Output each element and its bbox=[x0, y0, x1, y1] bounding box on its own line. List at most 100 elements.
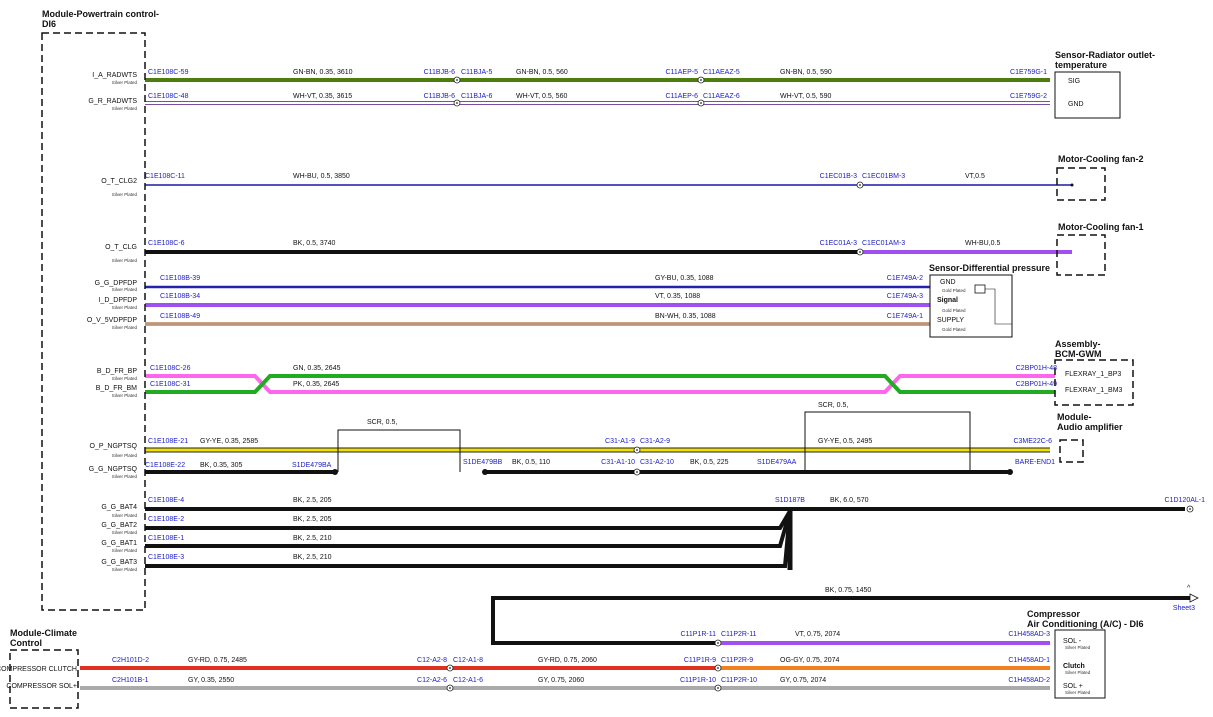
connector-label: C11BJB-6 bbox=[424, 93, 455, 100]
connector-label: C12-A2-6 bbox=[417, 677, 447, 684]
wire-label: BK, 6.0, 570 bbox=[830, 497, 869, 504]
wire bbox=[145, 509, 792, 530]
connector-label: S1D187B bbox=[775, 497, 805, 504]
connector-label: C2H101D-2 bbox=[112, 657, 149, 664]
connector-label: C11AEAZ-6 bbox=[703, 93, 740, 100]
module-pin: Gold Plated bbox=[942, 288, 966, 293]
wire bbox=[491, 596, 1190, 645]
connector-label: C1E108C-6 bbox=[148, 240, 185, 247]
connector-label: C1E749A-2 bbox=[887, 275, 923, 282]
connector-label: C1E749A-1 bbox=[887, 313, 923, 320]
pin-plating: Silver Plated bbox=[112, 548, 138, 553]
connector-label: C1E759G-2 bbox=[1010, 93, 1047, 100]
wire-label: VT, 0.75, 2074 bbox=[795, 631, 840, 638]
connector-pin bbox=[859, 184, 861, 186]
connector-label: C1E108C-31 bbox=[150, 381, 191, 388]
pin-plating: Silver Plated bbox=[112, 393, 138, 398]
connector-pin bbox=[717, 667, 719, 669]
connector-label: C2H101B-1 bbox=[112, 677, 149, 684]
wire-label: WH-VT, 0.35, 3615 bbox=[293, 93, 352, 100]
pin-plating: Silver Plated bbox=[112, 305, 138, 310]
wire-label: GY-RD, 0.75, 2485 bbox=[188, 657, 247, 664]
wire-label: GY-YE, 0.5, 2495 bbox=[818, 438, 872, 445]
connector-label: C1E108C-48 bbox=[148, 93, 189, 100]
connector-label: C1E108C-26 bbox=[150, 365, 191, 372]
module-box bbox=[1054, 359, 1134, 406]
sheet-mark: ^ bbox=[1187, 585, 1191, 592]
connector-label: C1E108E-3 bbox=[148, 554, 184, 561]
pin-label: O_V_5VDPFDP bbox=[87, 317, 138, 324]
connector-label: C31-A1-9 bbox=[605, 438, 635, 445]
splice bbox=[1070, 183, 1074, 187]
connector-label: C12-A2-8 bbox=[417, 657, 447, 664]
pin-label: G_G_BAT3 bbox=[101, 559, 137, 566]
pin-label: G_G_BAT4 bbox=[101, 504, 137, 511]
module-title: Module-Climate bbox=[10, 628, 77, 638]
wire-label: BN-WH, 0.35, 1088 bbox=[655, 313, 716, 320]
connector-label: C1E108C-11 bbox=[145, 173, 185, 180]
connector-label: C12-A1-8 bbox=[453, 657, 483, 664]
module-box bbox=[9, 649, 79, 709]
module-pin: FLEXRAY_1_BM3 bbox=[1065, 387, 1123, 394]
module-title: Sensor-Differential pressure bbox=[929, 263, 1050, 273]
wire-label: OG-GY, 0.75, 2074 bbox=[780, 657, 840, 664]
connector-label: S1DE479BB bbox=[463, 459, 503, 466]
connector-label: C1E749A-3 bbox=[887, 293, 923, 300]
connector-pin bbox=[456, 79, 458, 81]
connector-pin bbox=[717, 687, 719, 689]
module-pin: Signal bbox=[937, 297, 958, 304]
connector-label: S1DE479AA bbox=[757, 459, 797, 466]
connector-pin bbox=[859, 251, 861, 253]
connector-label: C11AEP-5 bbox=[665, 69, 698, 76]
pin-plating: Silver Plated bbox=[112, 453, 138, 458]
wire-label: SCR, 0.5, bbox=[367, 419, 397, 426]
connector-label: C1E759G-1 bbox=[1010, 69, 1047, 76]
module-title: Assembly- bbox=[1055, 339, 1101, 349]
connector-label: C11BJA-6 bbox=[461, 93, 492, 100]
connector-label: S1DE479BA bbox=[292, 462, 332, 469]
pin-label: G_R_RADWTS bbox=[88, 98, 137, 105]
pin-plating: Silver Plated bbox=[112, 106, 138, 111]
connector-label: C1E108E-2 bbox=[148, 516, 184, 523]
module-box bbox=[1056, 167, 1106, 201]
module-box bbox=[1059, 439, 1084, 463]
pin-label: B_D_FR_BM bbox=[96, 385, 137, 392]
wire-label: GN-BN, 0.5, 560 bbox=[516, 69, 568, 76]
pin-label: O_T_CLG bbox=[105, 244, 137, 251]
wire-label: WH-VT, 0.5, 560 bbox=[516, 93, 567, 100]
connector-label: C1E108E-1 bbox=[148, 535, 184, 542]
wire-label: GY-YE, 0.35, 2585 bbox=[200, 438, 258, 445]
connector-label: C1H458AD-3 bbox=[1008, 631, 1050, 638]
connector-pin bbox=[456, 102, 458, 104]
wire-label: WH-VT, 0.5, 590 bbox=[780, 93, 831, 100]
module-title: Sensor-Radiator outlet- bbox=[1055, 50, 1155, 60]
connector-pin bbox=[700, 102, 702, 104]
module-pin: SOL - bbox=[1063, 638, 1082, 645]
connector-label: C11P1R-11 bbox=[680, 631, 716, 638]
pin-label: O_T_CLG2 bbox=[101, 178, 137, 185]
connector-label: C3ME22C-6 bbox=[1013, 438, 1052, 445]
splice bbox=[332, 469, 338, 475]
wire-label: BK, 2.5, 205 bbox=[293, 516, 332, 523]
wire bbox=[145, 510, 792, 568]
module-title: Air Conditioning (A/C) - DI6 bbox=[1027, 619, 1143, 629]
module-title: Control bbox=[10, 638, 42, 648]
module-title: Compressor bbox=[1027, 609, 1081, 619]
pin-label: B_D_FR_BP bbox=[97, 368, 137, 375]
wire-label: GY-BU, 0.35, 1088 bbox=[655, 275, 714, 282]
wire-label: BK, 0.5, 225 bbox=[690, 459, 729, 466]
module-pin: AC COMPRESSOR CLUTCH bbox=[0, 666, 77, 673]
wire bbox=[985, 288, 1012, 325]
pin-plating: Silver Plated bbox=[112, 474, 138, 479]
wire-label: BK, 0.35, 305 bbox=[200, 462, 243, 469]
connector-label: C1D120AL-1 bbox=[1165, 497, 1206, 504]
pin-plating: Silver Plated bbox=[112, 258, 138, 263]
arrow bbox=[1189, 593, 1199, 603]
sensor-symbol bbox=[974, 284, 986, 294]
connector-label: C1H458AD-2 bbox=[1008, 677, 1050, 684]
connector-label: C1EC01AM-3 bbox=[862, 240, 905, 247]
wire-label: GN-BN, 0.5, 590 bbox=[780, 69, 832, 76]
connector-label: C1EC01BM-3 bbox=[862, 173, 905, 180]
wire-label: GY, 0.75, 2074 bbox=[780, 677, 826, 684]
